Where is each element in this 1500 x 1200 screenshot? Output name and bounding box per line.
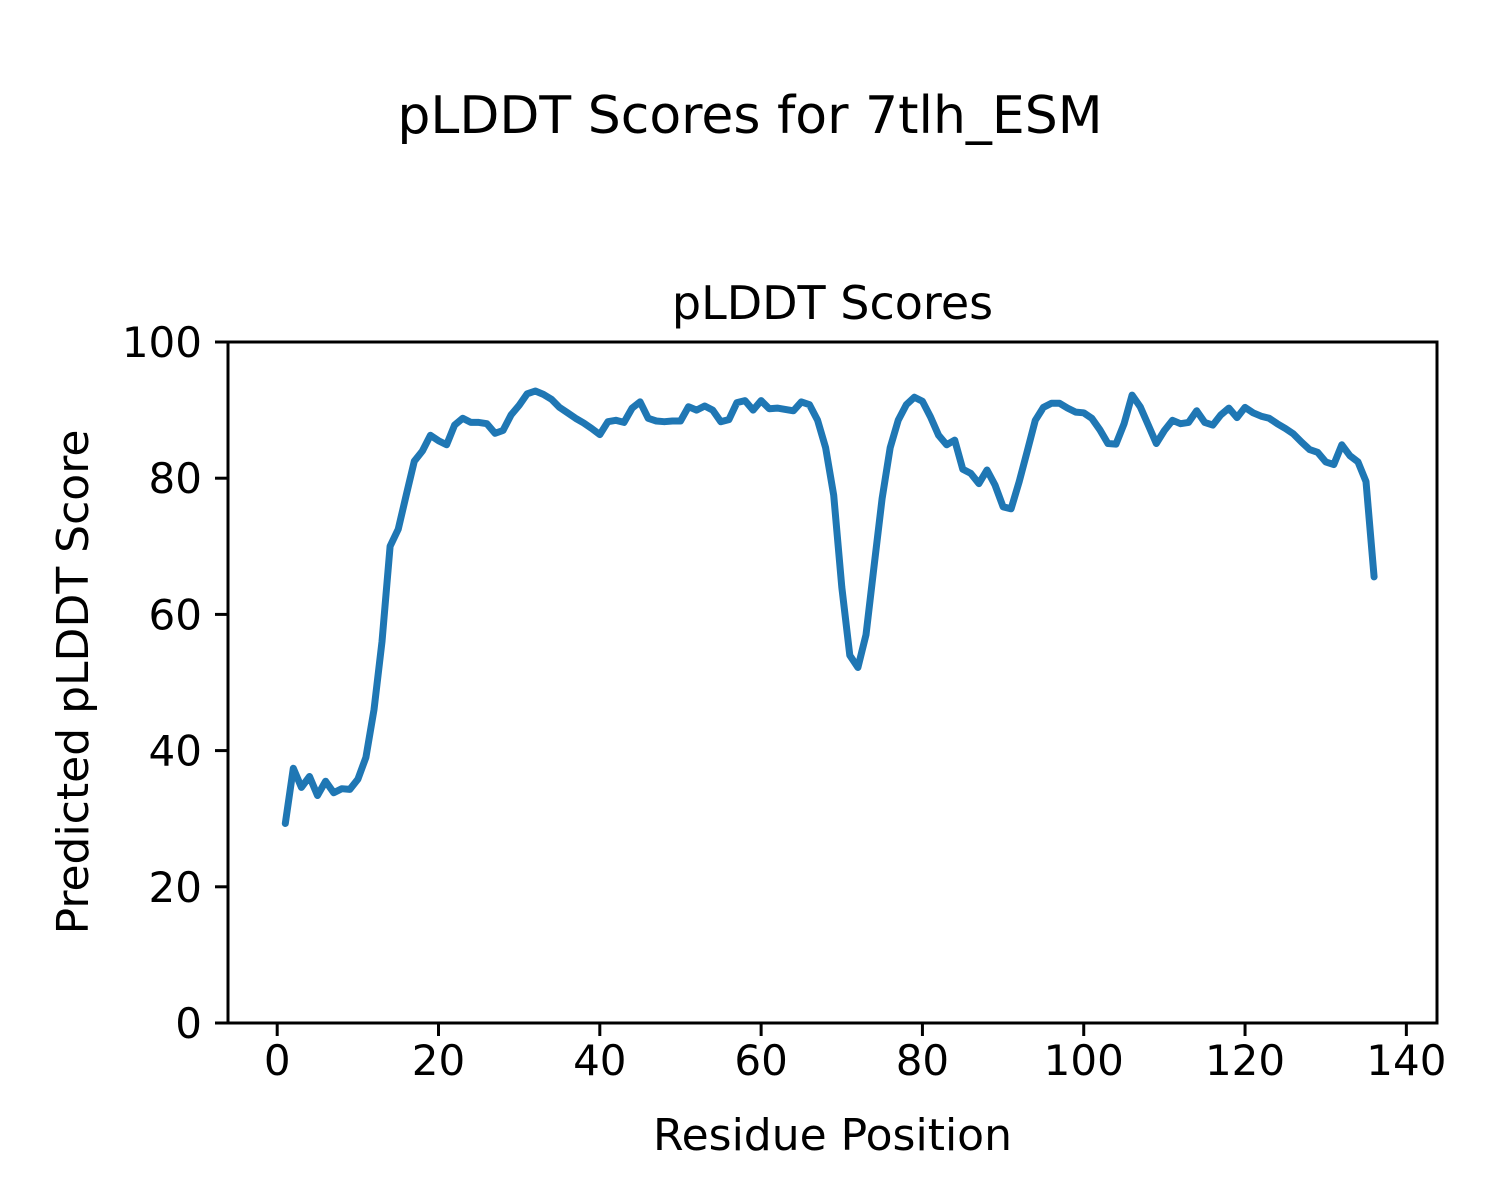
y-tick-label: 80 bbox=[149, 454, 202, 503]
x-tick-label: 80 bbox=[896, 1036, 949, 1085]
y-tick-label: 20 bbox=[149, 863, 202, 912]
y-tick-label: 100 bbox=[122, 318, 202, 367]
axes-box bbox=[226, 340, 1439, 1025]
x-tick-label: 60 bbox=[734, 1036, 787, 1085]
x-tick-label: 0 bbox=[264, 1036, 291, 1085]
y-tick-label: 40 bbox=[149, 727, 202, 776]
x-axis-label: Residue Position bbox=[652, 1110, 1012, 1161]
x-tick-label: 120 bbox=[1205, 1036, 1285, 1085]
plddt-line bbox=[281, 387, 1378, 827]
x-tick-label: 140 bbox=[1366, 1036, 1446, 1085]
axes-title: pLDDT Scores bbox=[671, 276, 994, 330]
figure-title: pLDDT Scores for 7tlh_ESM bbox=[397, 86, 1103, 146]
y-tick-label: 0 bbox=[175, 999, 202, 1048]
x-tick-label: 20 bbox=[412, 1036, 465, 1085]
y-tick-label: 60 bbox=[149, 590, 202, 639]
x-tick-label: 40 bbox=[573, 1036, 626, 1085]
x-tick-label: 100 bbox=[1044, 1036, 1124, 1085]
